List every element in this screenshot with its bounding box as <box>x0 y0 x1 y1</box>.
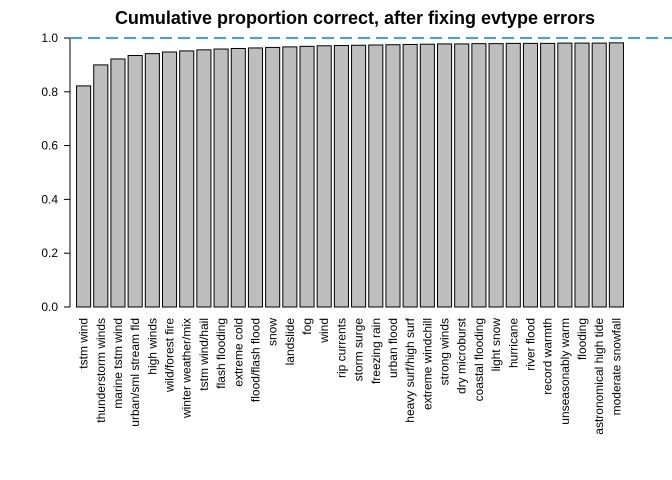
x-tick-label: river flood <box>523 318 537 371</box>
x-tick-label: wild/forest fire <box>163 318 177 393</box>
x-tick-label: strong winds <box>438 318 452 385</box>
y-tick-label: 0.4 <box>41 192 58 206</box>
bar <box>419 43 435 308</box>
bar <box>488 43 504 308</box>
x-tick-label: flooding <box>575 318 589 360</box>
bar <box>522 42 539 308</box>
bar <box>471 43 487 308</box>
bar <box>127 54 143 308</box>
x-tick-label: moderate snowfall <box>609 318 623 415</box>
x-tick-label: landslide <box>283 318 297 366</box>
x-tick-label: thunderstorm winds <box>94 318 108 423</box>
x-tick-label: dry microburst <box>455 317 469 394</box>
x-tick-label: astronomical high tide <box>592 318 606 435</box>
bar <box>213 48 229 308</box>
bar <box>316 45 332 308</box>
x-tick-label: tstm wind/hail <box>197 318 211 391</box>
bar <box>385 44 401 308</box>
y-axis: 0.0 0.2 0.4 0.6 0.8 1.0 <box>41 31 71 314</box>
x-tick-label: hurricane <box>506 318 520 368</box>
bar <box>368 44 384 308</box>
x-tick-label: tstm wind <box>77 318 91 369</box>
x-tick-label: rip currents <box>334 318 348 378</box>
bar <box>230 47 246 308</box>
bar <box>574 42 590 308</box>
x-tick-label: unseasonably warm <box>558 318 572 425</box>
bar <box>76 85 92 308</box>
x-axis-labels: tstm wind thunderstorm winds marine tstm w… <box>77 317 624 434</box>
bar <box>557 42 573 308</box>
bar <box>591 42 607 308</box>
x-tick-label: wind <box>317 318 331 344</box>
x-tick-label: extreme windchill <box>420 318 434 410</box>
y-tick-label: 0.8 <box>41 85 58 99</box>
x-tick-label: high winds <box>145 318 159 375</box>
x-tick-label: fog <box>300 318 314 335</box>
x-tick-label: flash flooding <box>214 318 228 389</box>
bar <box>144 53 160 308</box>
bar <box>402 43 418 308</box>
bar <box>196 49 212 308</box>
bar <box>333 45 349 308</box>
bar <box>505 42 521 308</box>
x-tick-label: winter weather/mix <box>180 318 194 419</box>
x-tick-label: marine tstm wind <box>111 318 125 409</box>
chart-title: Cumulative proportion correct, after fix… <box>114 8 596 28</box>
bar <box>299 45 315 308</box>
bar <box>436 43 453 308</box>
bar <box>110 58 126 308</box>
bars <box>76 42 624 308</box>
bar <box>351 44 367 308</box>
x-tick-label: heavy surf/high surf <box>403 317 417 422</box>
x-tick-label: storm surge <box>352 318 366 382</box>
x-tick-label: urban/sml stream fld <box>128 318 142 427</box>
bar <box>161 51 178 308</box>
x-tick-label: record warmth <box>541 318 555 395</box>
x-tick-label: light snow <box>489 318 503 372</box>
bar <box>179 50 195 308</box>
bar <box>247 47 264 308</box>
x-tick-label: coastal flooding <box>472 318 486 401</box>
bar <box>93 64 109 308</box>
bar <box>454 43 470 308</box>
x-tick-label: extreme cold <box>231 318 245 387</box>
x-tick-label: urban flood <box>386 318 400 378</box>
y-tick-label: 0.0 <box>41 300 58 314</box>
y-tick-label: 0.6 <box>41 139 58 153</box>
bar <box>282 46 298 308</box>
x-tick-label: flood/flash flood <box>248 318 262 402</box>
bar <box>608 42 624 308</box>
bar <box>540 42 556 308</box>
y-tick-label: 0.2 <box>41 246 58 260</box>
x-tick-label: freezing rain <box>369 318 383 384</box>
x-tick-label: snow <box>266 318 280 346</box>
y-tick-label: 1.0 <box>41 31 58 45</box>
bar <box>265 46 281 308</box>
